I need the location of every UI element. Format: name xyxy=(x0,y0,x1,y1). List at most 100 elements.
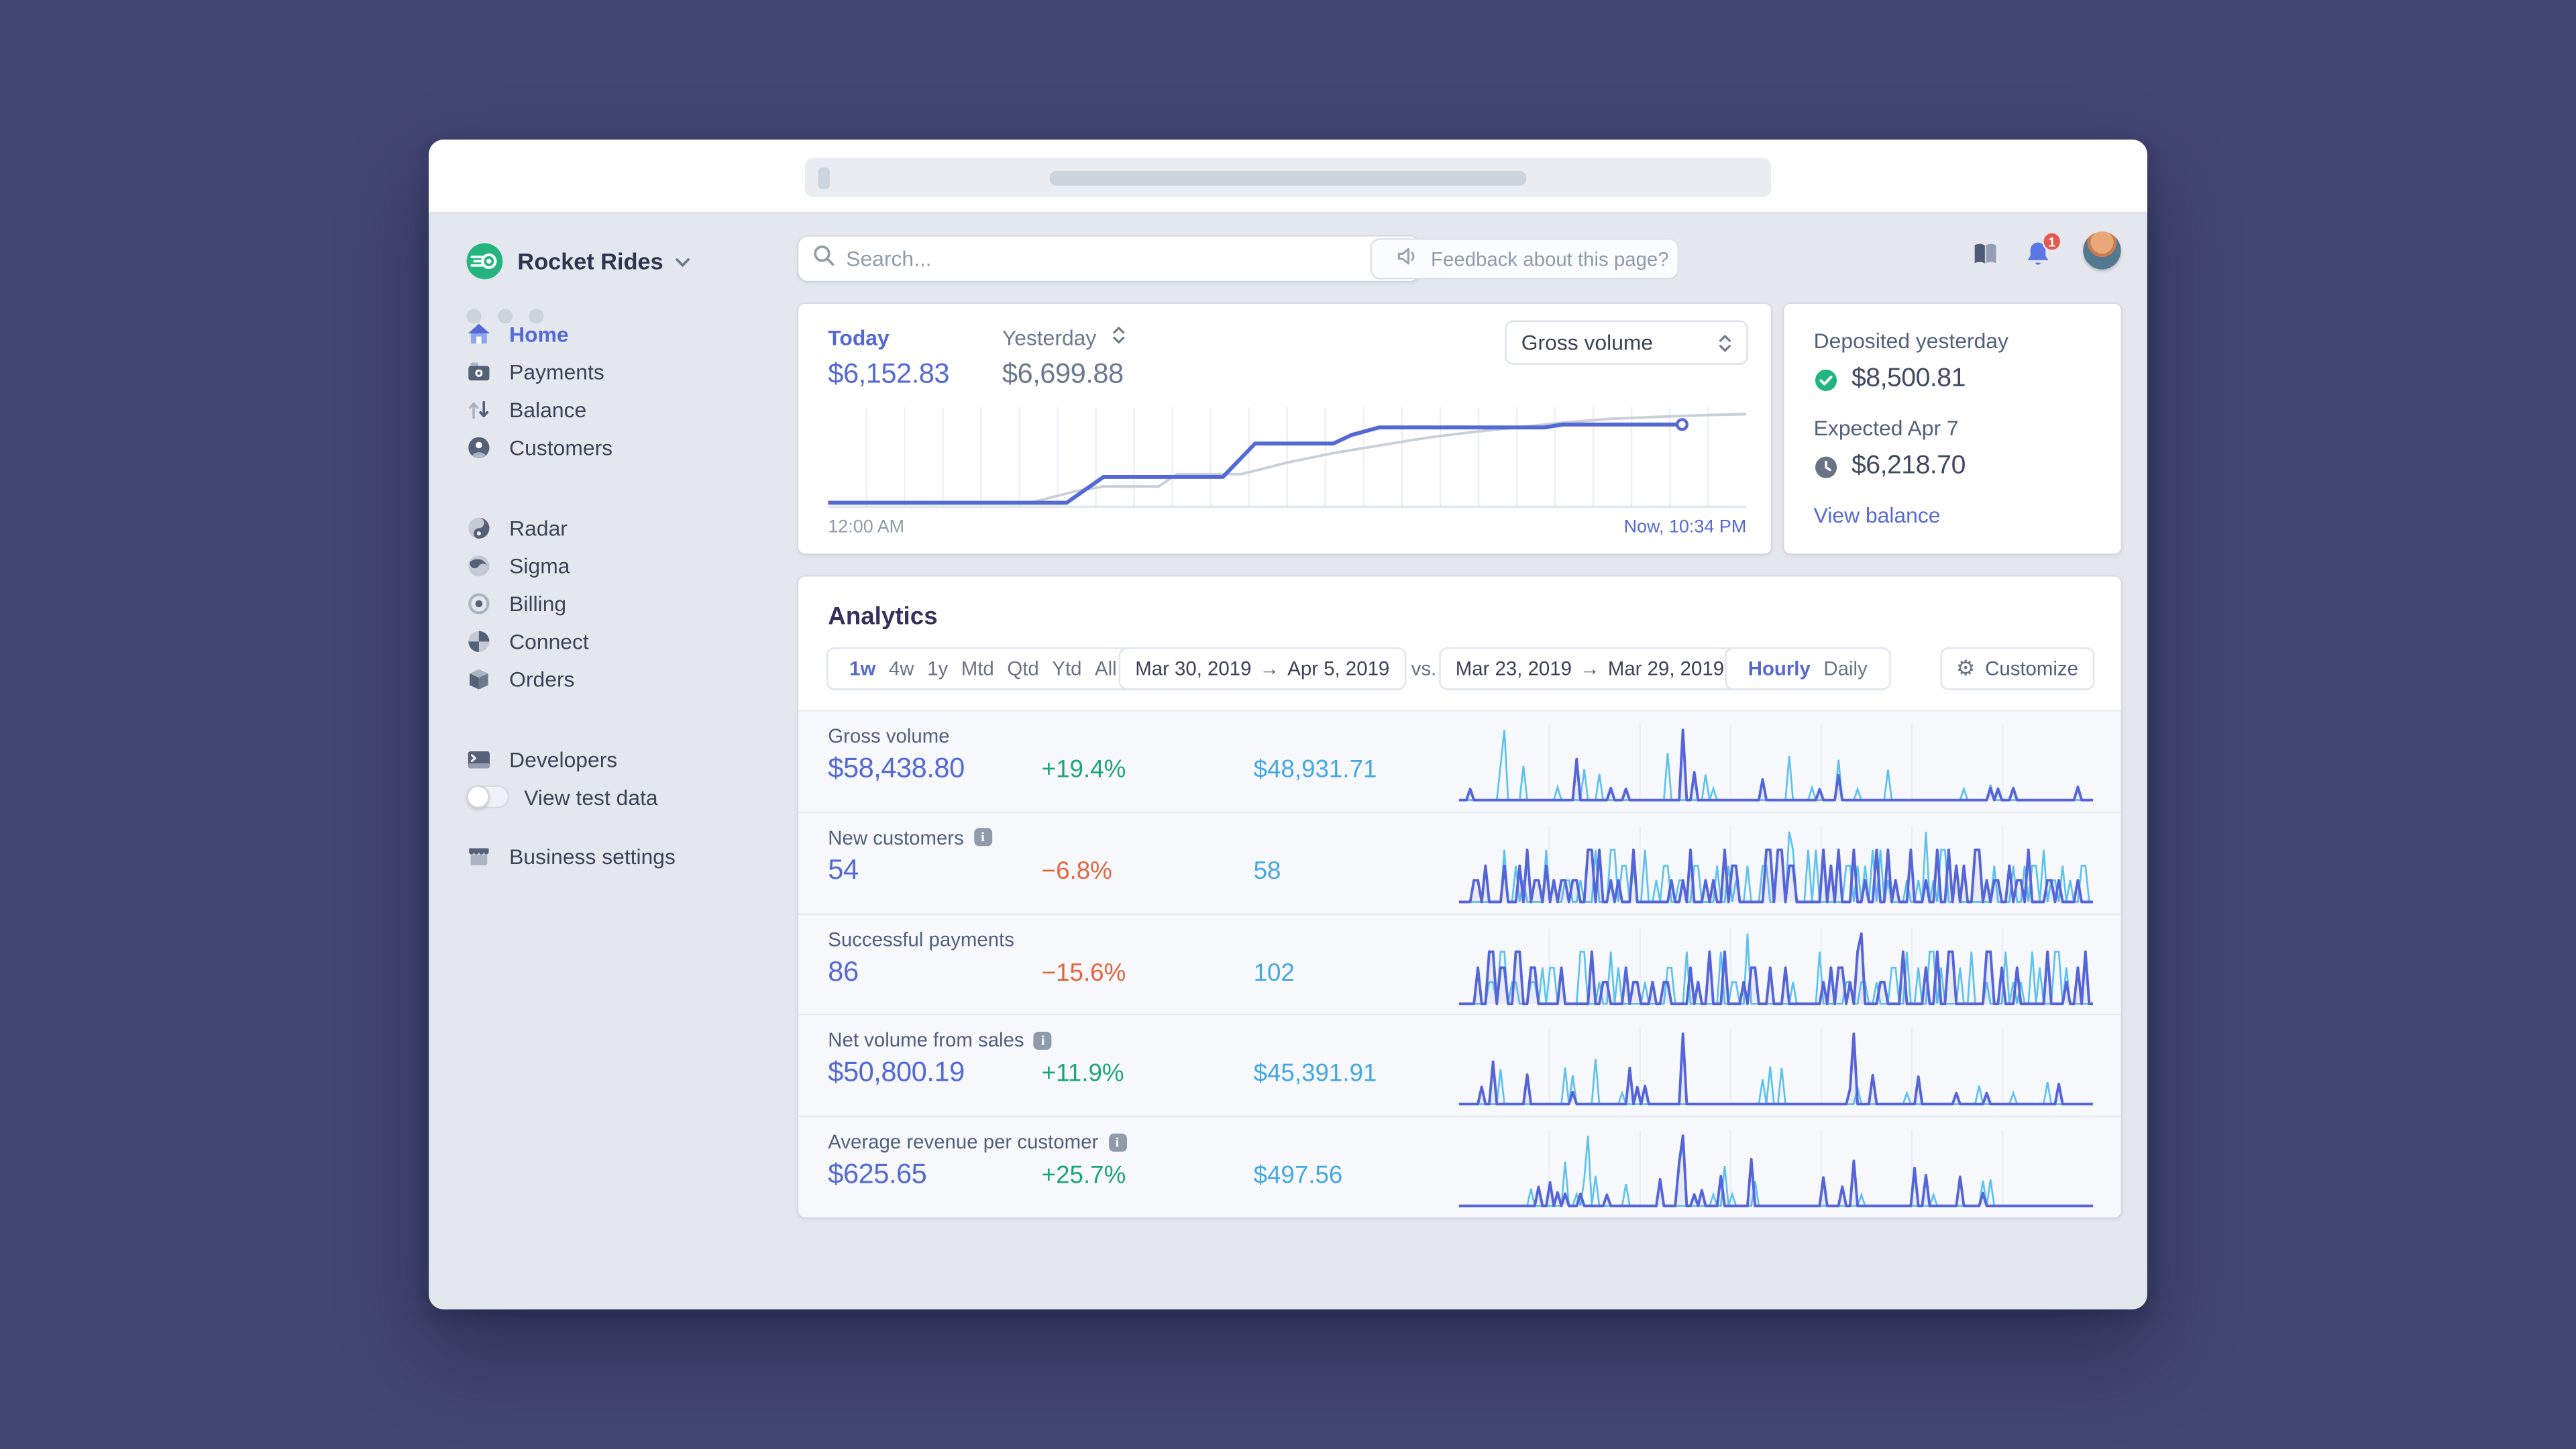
sidebar-item-balance[interactable]: Balance xyxy=(467,391,799,429)
metric-value: 54 xyxy=(828,853,859,885)
preset-1y[interactable]: 1y xyxy=(927,657,949,680)
customize-button[interactable]: ⚙ Customize xyxy=(1941,649,2094,689)
metric-label: Gross volume xyxy=(828,724,950,748)
yesterday-value: $6,699.88 xyxy=(1002,358,1124,390)
today-value: $6,152.83 xyxy=(828,358,950,390)
feedback-label: Feedback about this page? xyxy=(1431,247,1669,270)
comparison-selector[interactable]: Yesterday $6,699.88 xyxy=(1002,325,1126,391)
browser-chrome xyxy=(429,140,2147,323)
docs-button[interactable] xyxy=(1972,241,2000,276)
deposited-value: $8,500.81 xyxy=(1851,364,1966,393)
sidebar-item-billing[interactable]: Billing xyxy=(467,585,799,623)
notifications-button[interactable]: 1 xyxy=(2024,231,2062,278)
date-preset-group[interactable]: 1w 4w 1y Mtd Qtd Ytd All xyxy=(828,649,1138,689)
balance-icon xyxy=(467,398,492,423)
metric-row-net-volume-from-sales[interactable]: Net volume from sales i $50,800.19 +11.9%… xyxy=(798,1014,2121,1116)
test-data-toggle[interactable] xyxy=(466,785,510,810)
sidebar-item-label: Sigma xyxy=(509,553,570,579)
window-zoom-button[interactable] xyxy=(529,308,544,323)
window-close-button[interactable] xyxy=(466,308,482,323)
account-switcher[interactable]: Rocket Rides xyxy=(466,241,799,279)
date-range-primary[interactable]: Mar 30, 2019 → Apr 5, 2019 xyxy=(1120,649,1405,689)
sidebar-nav-bottom: Developers View test data Business setti… xyxy=(466,741,799,875)
sidebar: Rocket Rides Home Payments Balance Customer… xyxy=(429,213,798,1309)
sidebar-nav-main: Home Payments Balance Customers xyxy=(467,315,799,466)
range-end: Apr 5, 2019 xyxy=(1287,657,1390,680)
sidebar-item-business-settings[interactable]: Business settings xyxy=(467,838,799,875)
sidebar-item-customers[interactable]: Customers xyxy=(467,429,799,466)
date-range-comparison[interactable]: Mar 23, 2019 → Mar 29, 2019 xyxy=(1440,649,1739,689)
preset-ytd[interactable]: Ytd xyxy=(1052,657,1082,680)
check-circle-icon xyxy=(1815,368,1837,390)
preset-mtd[interactable]: Mtd xyxy=(961,657,994,680)
metric-label: New customers xyxy=(828,826,964,849)
terminal-icon xyxy=(467,747,492,772)
sigma-icon xyxy=(467,553,492,578)
search-bar[interactable] xyxy=(798,236,1419,281)
window-minimize-button[interactable] xyxy=(498,308,513,323)
sidebar-item-connect[interactable]: Connect xyxy=(467,623,799,660)
metric-compare-value: $497.56 xyxy=(1253,1161,1343,1190)
company-name: Rocket Rides xyxy=(517,247,663,274)
customize-label: Customize xyxy=(1985,657,2078,680)
metric-row-gross-volume[interactable]: Gross volume $58,438.80 +19.4% $48,931.7… xyxy=(798,709,2121,812)
sidebar-item-label: Business settings xyxy=(509,844,676,869)
deposits-card: Deposited yesterday $8,500.81 Expected A… xyxy=(1784,304,2121,554)
metric-select-value: Gross volume xyxy=(1521,330,1654,355)
gear-icon: ⚙ xyxy=(1955,655,1976,680)
sidebar-item-radar[interactable]: Radar xyxy=(467,509,799,547)
chevron-updown-icon xyxy=(1719,334,1731,351)
sidebar-item-label: Developers xyxy=(509,747,618,773)
url-text-placeholder xyxy=(1049,170,1527,185)
info-icon[interactable]: i xyxy=(1034,1031,1053,1050)
chart-x-end-label: Now, 10:34 PM xyxy=(1623,517,1747,537)
connect-icon xyxy=(467,629,492,654)
metric-compare-value: $45,391.91 xyxy=(1253,1060,1377,1089)
arrow-icon: → xyxy=(1259,657,1280,680)
metric-row-successful-payments[interactable]: Successful payments 86 −15.6% 102 xyxy=(798,912,2121,1014)
granularity-toggle[interactable]: Hourly Daily xyxy=(1726,649,1889,689)
granularity-hourly[interactable]: Hourly xyxy=(1748,657,1811,680)
storefront-icon xyxy=(467,845,492,869)
metric-row-new-customers[interactable]: New customers i 54 −6.8% 58 xyxy=(798,811,2121,913)
view-test-data-toggle-row: View test data xyxy=(466,779,799,816)
sidebar-item-orders[interactable]: Orders xyxy=(467,660,799,698)
preset-1w[interactable]: 1w xyxy=(849,657,876,680)
info-icon[interactable]: i xyxy=(973,828,992,847)
sidebar-item-payments[interactable]: Payments xyxy=(467,354,799,391)
preset-4w[interactable]: 4w xyxy=(888,657,914,680)
sidebar-item-label: Payments xyxy=(509,360,604,385)
sidebar-item-label: Radar xyxy=(509,515,568,541)
expected-label: Expected Apr 7 xyxy=(1813,415,1959,441)
search-input[interactable] xyxy=(846,246,1389,272)
metric-value: 86 xyxy=(828,955,859,987)
sidebar-item-sigma[interactable]: Sigma xyxy=(467,547,799,585)
view-balance-link[interactable]: View balance xyxy=(1813,502,1941,528)
search-icon xyxy=(813,244,835,274)
url-bar[interactable] xyxy=(805,158,1772,197)
feedback-button[interactable]: Feedback about this page? xyxy=(1371,239,1678,278)
arrow-icon: → xyxy=(1580,657,1600,680)
book-icon xyxy=(1974,244,1996,264)
orders-icon xyxy=(467,667,492,692)
analytics-filters: 1w 4w 1y Mtd Qtd Ytd All Mar 30, 2019 → Apr 5,… xyxy=(828,649,2094,689)
chart-x-start-label: 12:00 AM xyxy=(828,517,905,537)
granularity-daily[interactable]: Daily xyxy=(1823,657,1868,680)
info-icon[interactable]: i xyxy=(1108,1133,1126,1151)
metric-delta: +25.7% xyxy=(1041,1161,1126,1190)
preset-all[interactable]: All xyxy=(1095,657,1117,680)
sidebar-item-developers[interactable]: Developers xyxy=(467,741,799,778)
sidebar-item-home[interactable]: Home xyxy=(467,315,799,353)
sidebar-item-label: Balance xyxy=(509,397,587,423)
clock-icon xyxy=(1815,455,1837,478)
metric-delta: −15.6% xyxy=(1041,959,1126,987)
sidebar-item-label: Orders xyxy=(509,667,575,692)
rocket-rides-logo-icon xyxy=(466,242,503,279)
preset-qtd[interactable]: Qtd xyxy=(1007,657,1039,680)
metric-select[interactable]: Gross volume xyxy=(1506,322,1747,364)
avatar[interactable] xyxy=(2083,231,2121,270)
metric-row-average-revenue-per-customer[interactable]: Average revenue per customer i $625.65 +2… xyxy=(798,1116,2121,1218)
metric-compare-value: $48,931.71 xyxy=(1253,755,1377,784)
metric-sparkline xyxy=(1458,1029,2094,1106)
